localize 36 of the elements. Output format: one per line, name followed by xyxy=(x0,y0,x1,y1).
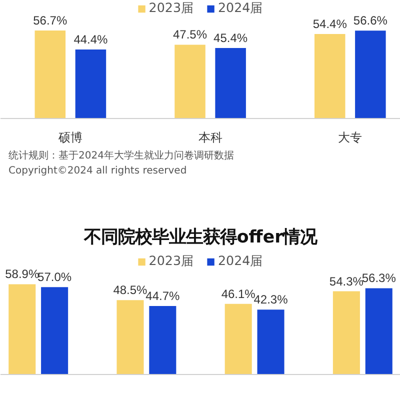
data-label: 42.3% xyxy=(254,292,288,307)
data-label: 56.3% xyxy=(362,271,396,286)
x-tick-label: 大专 xyxy=(338,130,362,144)
data-label: 45.4% xyxy=(214,30,248,45)
bar xyxy=(174,44,206,118)
bar xyxy=(332,291,360,374)
chart-title: 不同院校毕业生获得offer情况 xyxy=(82,228,318,248)
data-label: 54.4% xyxy=(312,17,348,32)
bar xyxy=(34,30,66,118)
data-label: 56.6% xyxy=(353,14,388,28)
text: Copyright©2024 all rights reserved xyxy=(8,166,187,176)
bar xyxy=(215,48,246,118)
data-label: 56.7% xyxy=(33,13,68,28)
bar xyxy=(8,284,36,374)
bar xyxy=(365,288,392,374)
data-label: 58.9% xyxy=(5,267,40,282)
x-tick-label: 本科 xyxy=(198,130,222,144)
data-label: 57.0% xyxy=(38,270,72,284)
data-label: 44.4% xyxy=(74,32,108,47)
data-label: 47.5% xyxy=(173,28,208,42)
bar xyxy=(224,304,252,374)
bar xyxy=(314,34,346,118)
data-label: 44.7% xyxy=(146,288,180,303)
bar xyxy=(75,50,106,118)
bar xyxy=(257,310,284,374)
data-label: 54.3% xyxy=(329,274,364,288)
legend-label: 2023届 xyxy=(148,253,194,270)
legend-label: 2024届 xyxy=(218,0,264,17)
bar xyxy=(116,300,144,374)
bar xyxy=(149,306,176,374)
legend-label: 2024届 xyxy=(218,253,264,270)
x-tick-label: 硕博 xyxy=(57,130,82,144)
text: 统计规则：基于2024年大学生就业力问卷调研数据 xyxy=(8,150,234,162)
bar xyxy=(41,287,68,374)
legend-label: 2023届 xyxy=(148,0,194,17)
bar xyxy=(355,30,386,118)
